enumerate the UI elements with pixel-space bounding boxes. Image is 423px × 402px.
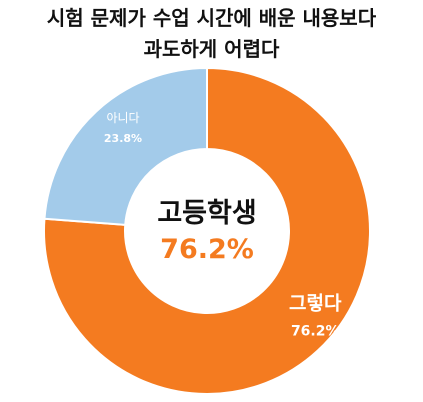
donut-slices — [43, 66, 371, 395]
slice-labels: 그렇다 76.2% 아니다 23.8% — [104, 111, 342, 340]
slice-value-yes: 76.2% — [291, 324, 340, 340]
chart-title-line-2: 과도하게 어렵다 — [143, 37, 280, 61]
center-label: 고등학생 — [157, 198, 256, 229]
slice-yes — [43, 66, 371, 395]
slice-no — [43, 66, 208, 226]
chart-title-line-1: 시험 문제가 수업 시간에 배운 내용보다 — [46, 6, 377, 30]
slice-value-no: 23.8% — [104, 132, 142, 145]
slice-label-no: 아니다 — [106, 111, 139, 125]
center-value-label: 76.2% — [160, 234, 254, 265]
slice-label-yes: 그렇다 — [289, 293, 342, 315]
